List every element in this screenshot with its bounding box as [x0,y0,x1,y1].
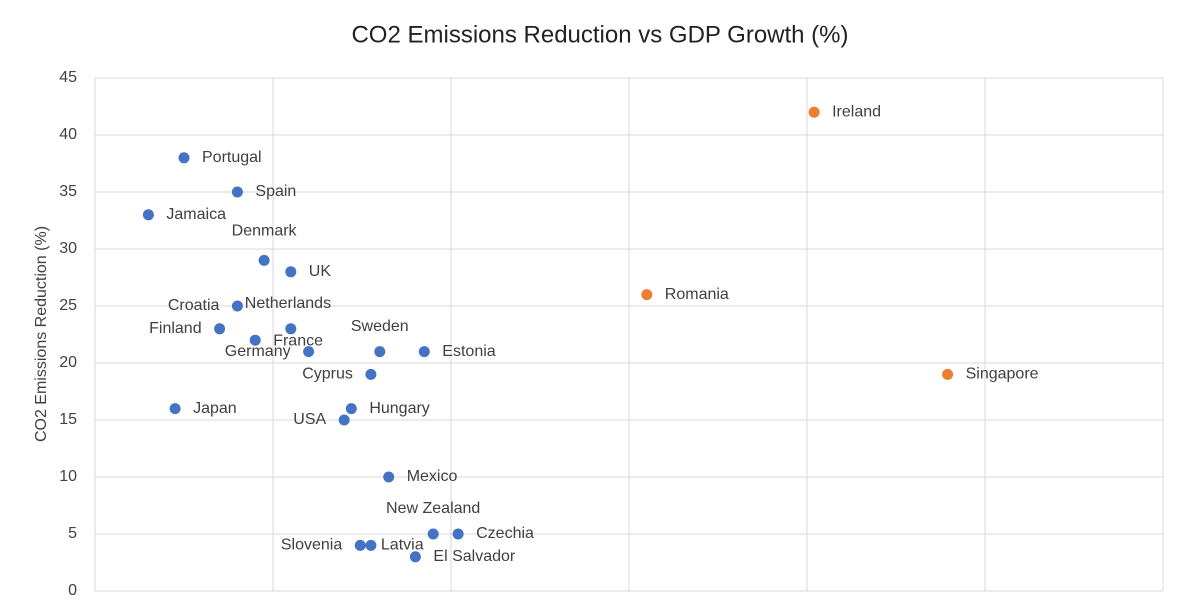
point [354,539,366,551]
point-label: Spain [255,183,296,200]
point [365,539,377,551]
point-label: Hungary [369,400,429,417]
point [338,414,350,426]
y-tick-label: 45 [59,69,77,86]
point [374,346,386,358]
point [641,289,653,301]
y-tick-label: 25 [59,297,77,314]
point [142,209,154,221]
point [942,368,954,380]
point [231,186,243,198]
point-label: Estonia [442,343,495,360]
point-label: Jamaica [166,206,226,223]
point [808,106,820,118]
point [231,300,243,312]
point [258,254,270,266]
point-label: Ireland [832,103,881,120]
point [418,346,430,358]
point-label: Portugal [202,149,262,166]
chart-title: CO2 Emissions Reduction vs GDP Growth (%… [351,21,848,48]
point-label: Singapore [966,366,1039,383]
point-label: Croatia [168,297,220,314]
point-label: Cyprus [302,366,353,383]
point [285,323,297,335]
y-tick-label: 0 [68,582,77,599]
point-label: Finland [149,320,201,337]
point-label: Slovenia [281,537,342,554]
point [249,334,261,346]
point [285,266,297,278]
point [365,368,377,380]
y-tick-label: 40 [59,126,77,143]
point [178,152,190,164]
point-label: Japan [193,400,237,417]
point-label: Sweden [351,318,409,335]
point-label: Germany [225,343,291,360]
point [409,551,421,563]
point-label: France [273,332,323,349]
y-tick-label: 30 [59,240,77,257]
y-axis-label: CO2 Emissions Reduction (%) [33,226,50,442]
point-label: New Zealand [386,500,480,517]
point [214,323,226,335]
point-label: Czechia [476,525,534,542]
point-label: Netherlands [245,295,331,312]
y-tick-label: 20 [59,354,77,371]
point [383,471,395,483]
y-tick-label: 5 [68,525,77,542]
y-tick-label: 15 [59,411,77,428]
point-label: UK [309,263,332,280]
point-label: Denmark [232,223,298,240]
point [427,528,439,540]
y-tick-label: 35 [59,183,77,200]
point [345,403,357,415]
point-label: Romania [665,286,729,303]
point-label: El Salvador [433,548,515,565]
point-label: Mexico [407,468,458,485]
point [452,528,464,540]
point [169,403,181,415]
y-tick-label: 10 [59,468,77,485]
point-label: Latvia [381,537,424,554]
point-label: USA [293,411,326,428]
point [303,346,315,358]
